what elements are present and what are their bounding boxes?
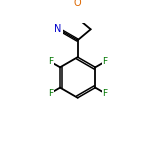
Text: F: F	[102, 57, 107, 66]
Text: F: F	[48, 57, 53, 66]
Text: O: O	[74, 0, 81, 8]
Text: F: F	[102, 89, 107, 98]
Text: F: F	[48, 89, 53, 98]
Text: N: N	[54, 24, 62, 34]
